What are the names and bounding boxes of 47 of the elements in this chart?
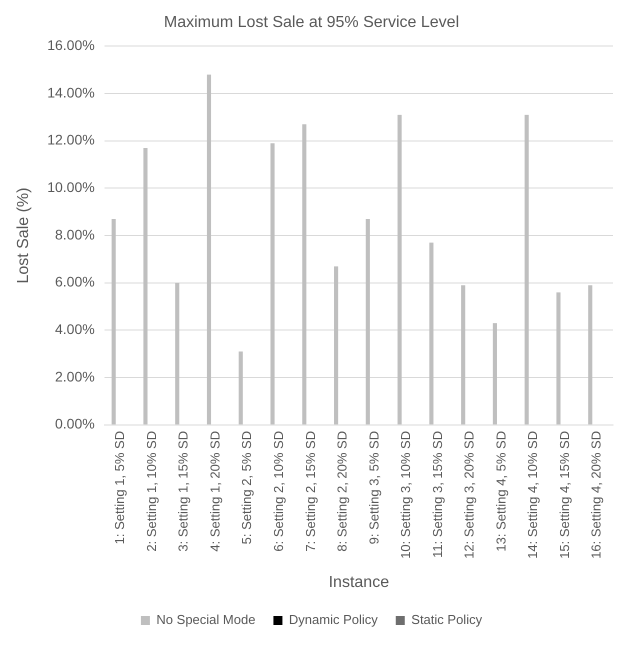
legend-label: Static Policy bbox=[411, 612, 483, 628]
bar bbox=[334, 266, 338, 424]
x-tick-label: 5: Setting 2, 5% SD bbox=[239, 430, 254, 544]
x-tick-label: 12: Setting 3, 20% SD bbox=[462, 430, 477, 559]
y-tick-label: 10.00% bbox=[47, 179, 95, 196]
x-tick-label: 2: Setting 1, 10% SD bbox=[144, 430, 159, 552]
x-tick-label: 4: Setting 1, 20% SD bbox=[207, 430, 222, 552]
x-tick-label: 1: Setting 1, 5% SD bbox=[112, 430, 128, 544]
x-tick-label: 13: Setting 4, 5% SD bbox=[493, 430, 508, 552]
bar bbox=[175, 282, 180, 424]
bar bbox=[206, 74, 212, 424]
y-tick-label: 8.00% bbox=[54, 226, 95, 242]
bar bbox=[492, 323, 497, 424]
bar bbox=[143, 148, 148, 424]
chart-title: Maximum Lost Sale at 95% Service Level bbox=[164, 14, 460, 32]
bar bbox=[398, 114, 402, 424]
x-tick-label: 15: Setting 4, 15% SD bbox=[556, 430, 572, 559]
y-tick-label: 2.00% bbox=[54, 368, 95, 384]
legend-label: No Special Mode bbox=[156, 612, 256, 628]
bar bbox=[270, 143, 275, 424]
y-tick-label: 6.00% bbox=[54, 274, 95, 290]
bar bbox=[429, 242, 434, 424]
bar bbox=[556, 292, 561, 424]
x-tick-label: 6: Setting 2, 10% SD bbox=[270, 430, 286, 552]
y-tick-label: 14.00% bbox=[47, 84, 95, 100]
y-tick-label: 12.00% bbox=[47, 132, 95, 148]
bar bbox=[524, 114, 529, 424]
x-tick-label: 8: Setting 2, 20% SD bbox=[334, 430, 350, 552]
bar bbox=[112, 218, 116, 424]
bar bbox=[238, 352, 243, 424]
y-tick-label: 16.00% bbox=[47, 37, 95, 54]
x-tick-label: 9: Setting 3, 5% SD bbox=[366, 430, 382, 544]
bar bbox=[588, 285, 592, 424]
y-axis-title: Lost Sale (%) bbox=[15, 188, 32, 284]
x-tick-label: 7: Setting 2, 15% SD bbox=[302, 430, 318, 552]
x-tick-label: 16: Setting 4, 20% SD bbox=[588, 430, 604, 559]
y-tick-label: 0.00% bbox=[54, 416, 95, 432]
bar bbox=[302, 124, 306, 424]
x-axis-title: Instance bbox=[328, 574, 390, 591]
x-tick-label: 3: Setting 1, 15% SD bbox=[176, 430, 191, 552]
x-tick-label: 11: Setting 3, 15% SD bbox=[430, 430, 445, 558]
y-tick-label: 4.00% bbox=[54, 321, 95, 338]
x-tick-label: 10: Setting 3, 10% SD bbox=[398, 430, 414, 559]
bar bbox=[366, 218, 370, 424]
bar bbox=[461, 285, 466, 424]
x-tick-label: 14: Setting 4, 10% SD bbox=[525, 430, 540, 559]
legend-label: Dynamic Policy bbox=[288, 612, 378, 628]
